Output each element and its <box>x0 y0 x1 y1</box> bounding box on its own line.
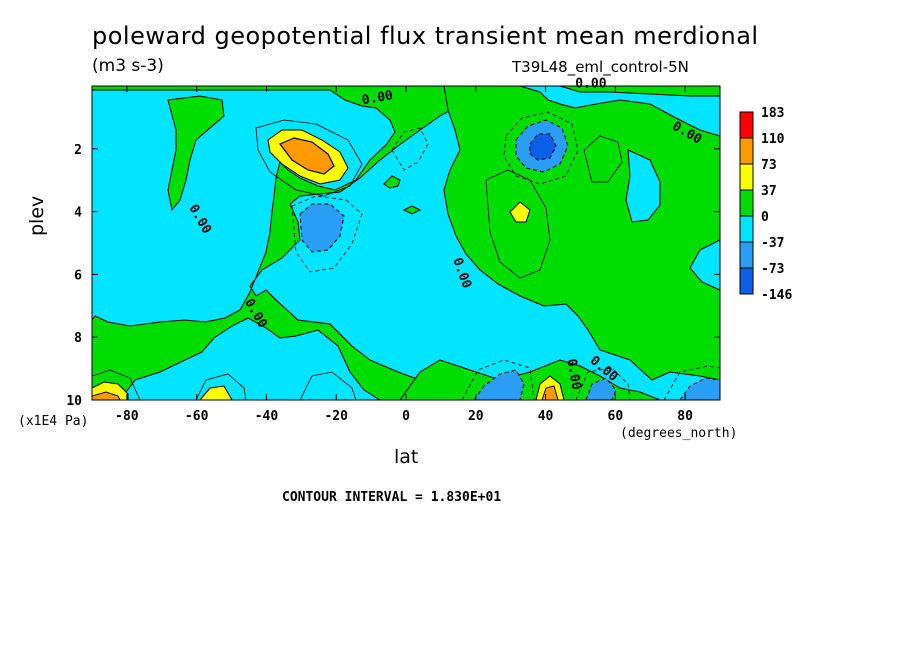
colorbar-swatch <box>739 137 754 165</box>
colorbar-swatch <box>739 215 754 243</box>
contour-line <box>485 169 551 279</box>
x-tick-label: -60 <box>185 409 209 424</box>
x-tick-label: -80 <box>115 409 139 424</box>
region-negative-bottom3 <box>679 377 720 400</box>
colorbar-label: -146 <box>761 288 792 303</box>
x-tick-label: -40 <box>255 409 279 424</box>
region-core-bottom-left-orange <box>92 391 121 400</box>
region-negative-bottom2 <box>585 377 617 400</box>
x-tick-label: 80 <box>677 409 693 424</box>
y-tick-label: 8 <box>74 331 82 346</box>
region-negative-ne-core <box>529 133 557 161</box>
region-negative-bottom1 <box>473 369 525 400</box>
region-positive-left <box>92 86 501 400</box>
x-tick-label: 40 <box>538 409 554 424</box>
colorbar-label: 183 <box>761 106 784 121</box>
y-tick-label: 10 <box>66 394 82 409</box>
x-tick-label: 20 <box>468 409 484 424</box>
x-tick-label: 0 <box>402 409 410 424</box>
chart-title: poleward geopotential flux transient mea… <box>92 22 759 50</box>
colorbar-label: -37 <box>761 236 784 251</box>
colorbar-swatch <box>739 267 754 295</box>
colorbar-label: -73 <box>761 262 784 277</box>
colorbar-label: 73 <box>761 158 777 173</box>
region-positive-right <box>443 86 720 381</box>
region-positive-eq2 <box>402 205 422 215</box>
x-tick-label: -20 <box>324 409 348 424</box>
y-tick-label: 2 <box>74 143 82 158</box>
contour-line <box>195 373 247 400</box>
chart-units: (m3 s-3) <box>92 56 164 76</box>
contour-line <box>291 195 363 273</box>
contour-interval: CONTOUR INTERVAL = 1.830E+01 <box>282 490 502 505</box>
colorbar-swatch <box>739 189 754 217</box>
colorbar-label: 37 <box>761 184 777 199</box>
contour-line <box>461 359 535 400</box>
colorbar-swatch <box>739 241 754 269</box>
region-positive-strip <box>167 95 225 212</box>
region-negative-sw <box>299 203 345 253</box>
y-tick-label: 6 <box>74 268 82 283</box>
experiment-name: T39L48_eml_control-5N <box>512 58 689 76</box>
contour-line <box>503 111 579 185</box>
contour-line <box>255 119 363 197</box>
contour-zero-label: 0.00 <box>563 358 583 392</box>
contour-zero-label: 0.00 <box>361 88 395 108</box>
region-core-bottom-left2 <box>199 385 233 400</box>
x-axis-label: lat <box>394 446 419 468</box>
region-positive-upper-right <box>559 86 720 97</box>
contour-line <box>299 371 357 400</box>
contour-line <box>92 369 141 400</box>
colorbar-swatch <box>739 111 754 139</box>
contour-line <box>391 127 429 171</box>
region-core-mid-right <box>509 201 531 223</box>
x-axis-unit: (degrees_north) <box>620 426 738 441</box>
region-positive-eq <box>383 175 401 189</box>
colorbar-label: 0 <box>761 210 769 225</box>
colorbar-swatch <box>739 163 754 191</box>
contour-line <box>663 365 720 400</box>
region-positive-right-inner <box>625 149 661 223</box>
region-core-upper-left-orange <box>279 137 335 175</box>
y-axis-unit: (x1E4 Pa) <box>18 414 89 429</box>
x-tick-label: 60 <box>608 409 624 424</box>
y-tick-label: 4 <box>74 206 82 221</box>
contour-zero-label: 0.00 <box>575 77 606 92</box>
colorbar-label: 110 <box>761 132 785 147</box>
contour-line <box>583 135 623 183</box>
